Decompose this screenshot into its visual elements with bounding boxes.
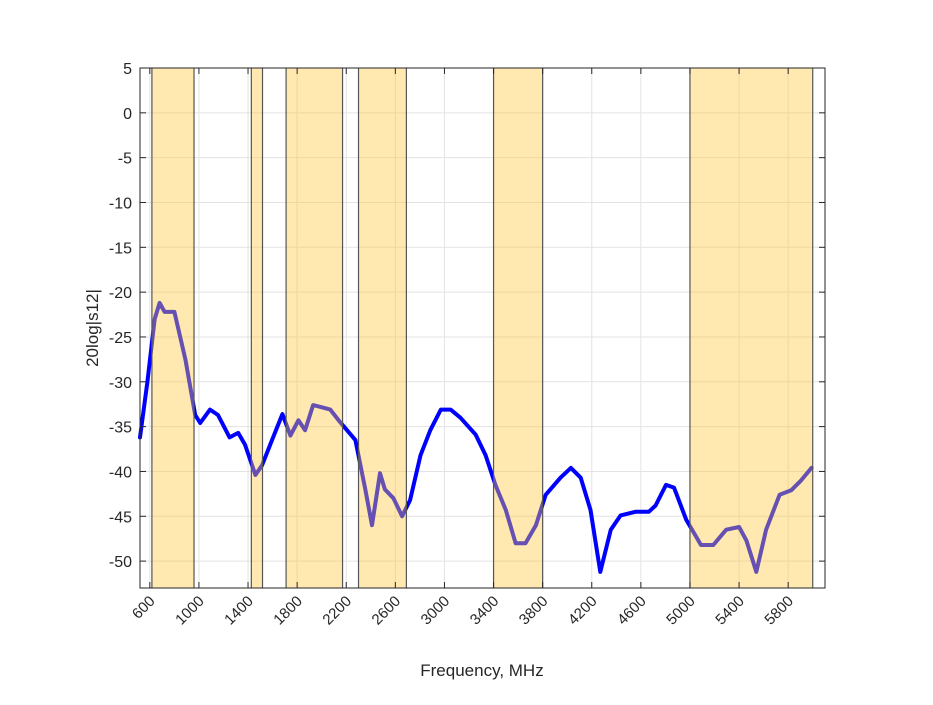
band-rect bbox=[251, 68, 263, 588]
y-tick-label: -35 bbox=[109, 420, 132, 437]
frequency-bands bbox=[151, 68, 814, 588]
y-tick-label: -10 bbox=[109, 195, 132, 212]
axes bbox=[139, 67, 826, 589]
x-axis-label: Frequency, MHz bbox=[420, 661, 543, 680]
y-tick-label: 0 bbox=[123, 106, 132, 123]
band-rect bbox=[358, 68, 407, 588]
y-tick-label: -40 bbox=[109, 464, 132, 481]
y-tick-label: -15 bbox=[109, 240, 132, 257]
y-tick-label: -5 bbox=[118, 151, 132, 168]
y-axis-label: 20log|s12| bbox=[83, 289, 102, 367]
band-rect bbox=[151, 68, 195, 588]
series-path bbox=[138, 300, 814, 574]
series-line bbox=[138, 300, 814, 574]
y-tick-label: -45 bbox=[109, 509, 132, 526]
band-rect bbox=[493, 68, 543, 588]
plot-frame bbox=[139, 67, 826, 589]
y-tick-label: -50 bbox=[109, 554, 132, 571]
y-tick-label: -30 bbox=[109, 375, 132, 392]
y-tick-label: 5 bbox=[123, 61, 132, 78]
y-tick-label: -25 bbox=[109, 330, 132, 347]
band-rect bbox=[689, 68, 813, 588]
y-tick-label: -20 bbox=[109, 285, 132, 302]
band-rect bbox=[286, 68, 343, 588]
